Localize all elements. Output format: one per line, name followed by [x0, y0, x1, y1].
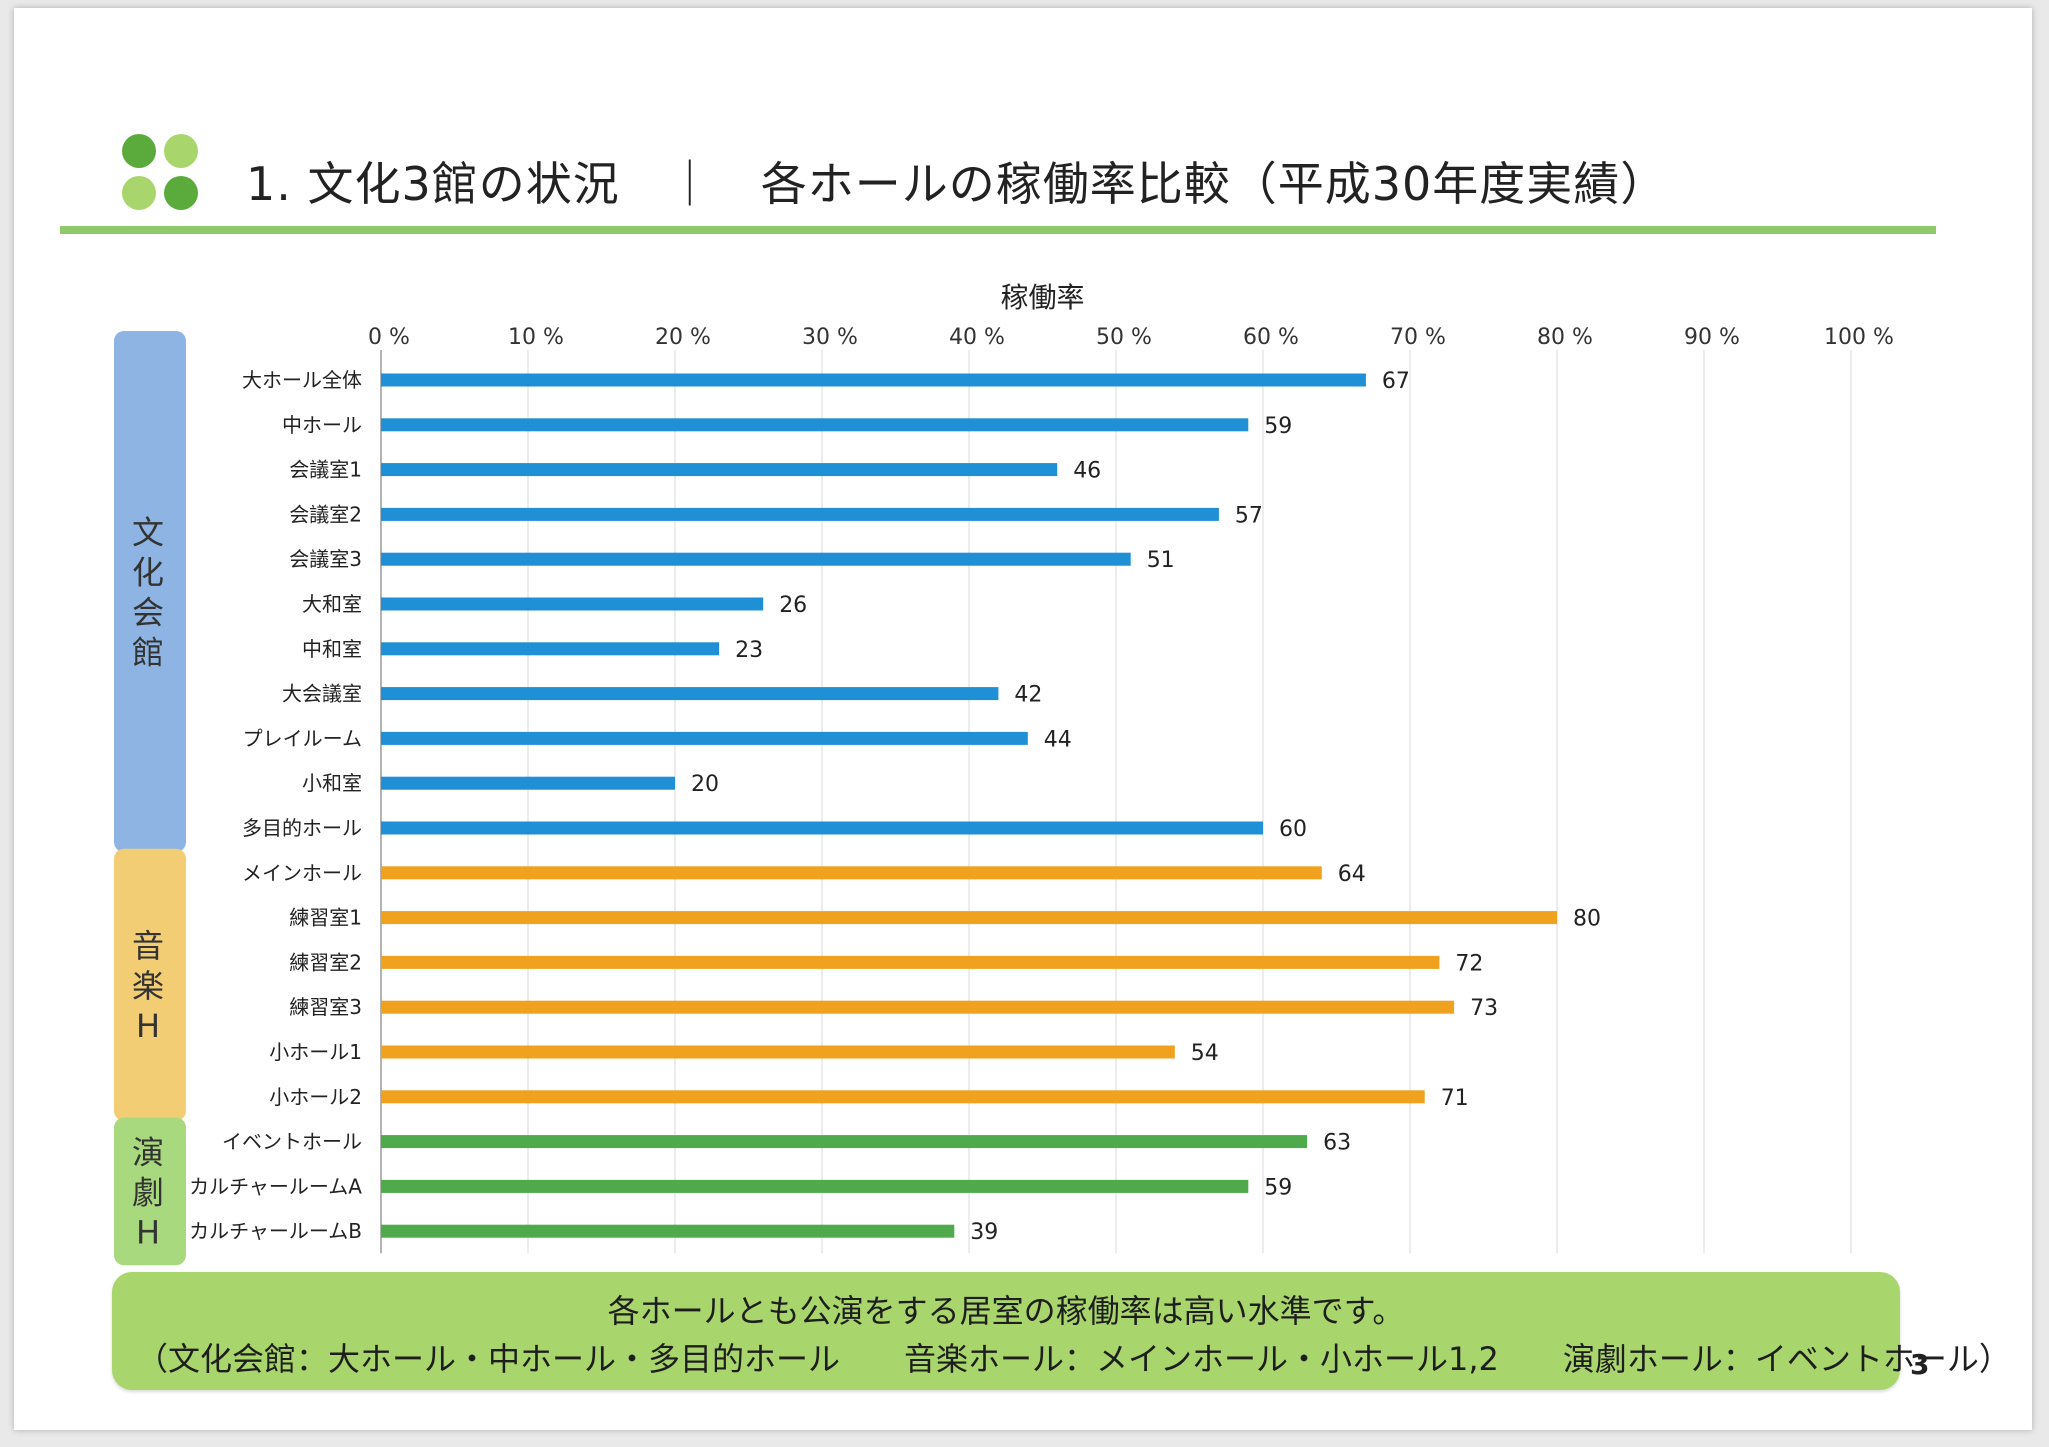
- group-label: 音楽 H: [132, 927, 168, 1045]
- category-label: 練習室2: [289, 950, 362, 974]
- group-band: [114, 331, 186, 852]
- bar: [381, 776, 675, 790]
- value-label: 63: [1323, 1131, 1351, 1156]
- value-label: 80: [1573, 907, 1601, 932]
- bar: [381, 1000, 1455, 1014]
- category-label: 小ホール2: [269, 1085, 362, 1109]
- title-divider: [60, 226, 1936, 234]
- bar: [381, 373, 1366, 387]
- bar: [381, 1045, 1175, 1059]
- value-label: 67: [1382, 369, 1410, 394]
- category-label: イベントホール: [222, 1130, 362, 1154]
- bar: [381, 597, 764, 611]
- category-label: カルチャールームB: [189, 1219, 362, 1243]
- value-label: 46: [1073, 459, 1101, 484]
- bar: [381, 552, 1131, 566]
- x-tick-label: 100 %: [1824, 325, 1894, 350]
- bar: [381, 642, 720, 656]
- category-label: 多目的ホール: [242, 816, 362, 840]
- summary-box: 各ホールとも公演をする居室の稼働率は高い水準です。 （文化会館：大ホール・中ホー…: [112, 1272, 2011, 1390]
- x-tick-label: 0 %: [368, 325, 410, 350]
- value-label: 60: [1279, 817, 1307, 842]
- four-dots-logo-icon: [122, 134, 200, 212]
- category-label: メインホール: [242, 861, 362, 885]
- value-label: 64: [1338, 862, 1366, 887]
- bar: [381, 866, 1322, 880]
- group-band: [114, 1117, 186, 1266]
- value-label: 59: [1264, 414, 1292, 439]
- slide-page: 1. 文化3館の状況 ｜ 各ホールの稼働率比較（平成30年度実績） 各ホールとも…: [14, 8, 2032, 1430]
- value-label: 73: [1470, 996, 1498, 1021]
- category-label: 中和室: [302, 637, 362, 661]
- value-label: 20: [691, 772, 719, 797]
- category-label: 中ホール: [282, 413, 362, 437]
- page-number: 3: [1910, 1348, 1930, 1381]
- category-label: 大和室: [302, 592, 362, 616]
- x-tick-label: 70 %: [1390, 325, 1446, 350]
- x-tick-label: 10 %: [508, 325, 564, 350]
- bar: [381, 1135, 1308, 1149]
- bar: [381, 1090, 1425, 1104]
- category-label: 小和室: [302, 771, 362, 795]
- x-tick-label: 80 %: [1537, 325, 1593, 350]
- value-label: 59: [1264, 1175, 1292, 1200]
- summary-line-2: （文化会館：大ホール・中ホール・多目的ホール 音楽ホール：メインホール・小ホール…: [136, 1340, 2011, 1378]
- category-label: プレイルーム: [243, 726, 362, 750]
- category-label: 大会議室: [282, 682, 362, 706]
- x-tick-label: 60 %: [1243, 325, 1299, 350]
- bar: [381, 1224, 955, 1238]
- summary-line-1: 各ホールとも公演をする居室の稼働率は高い水準です。: [607, 1292, 1405, 1330]
- value-label: 71: [1441, 1086, 1469, 1111]
- category-label: 会議室2: [289, 502, 362, 526]
- value-label: 39: [970, 1220, 998, 1245]
- category-label: 大ホール全体: [242, 368, 362, 392]
- category-label: カルチャールームA: [189, 1174, 362, 1198]
- page-title: 1. 文化3館の状況 ｜ 各ホールの稼働率比較（平成30年度実績）: [246, 157, 1668, 211]
- category-label: 会議室3: [289, 547, 362, 571]
- axis-title: 稼働率: [1000, 281, 1084, 314]
- bar: [381, 507, 1219, 521]
- group-label: 文化会館: [132, 514, 168, 672]
- category-label: 練習室3: [289, 995, 362, 1019]
- value-label: 26: [779, 593, 807, 618]
- bar: [381, 955, 1440, 969]
- group-band: [114, 848, 186, 1121]
- value-label: 54: [1191, 1041, 1219, 1066]
- value-label: 72: [1455, 951, 1483, 976]
- value-label: 51: [1147, 548, 1175, 573]
- value-label: 57: [1235, 503, 1263, 528]
- bar: [381, 463, 1058, 477]
- bar: [381, 687, 999, 701]
- category-label: 練習室1: [289, 906, 362, 930]
- value-label: 44: [1044, 727, 1072, 752]
- x-tick-label: 50 %: [1096, 325, 1152, 350]
- x-tick-label: 90 %: [1684, 325, 1740, 350]
- x-tick-label: 30 %: [802, 325, 858, 350]
- bar: [381, 731, 1028, 745]
- x-tick-label: 40 %: [949, 325, 1005, 350]
- value-label: 42: [1014, 683, 1042, 708]
- bar: [381, 821, 1263, 835]
- group-label: 演劇 H: [132, 1133, 168, 1251]
- value-label: 23: [735, 638, 763, 663]
- bar: [381, 418, 1249, 432]
- x-tick-label: 20 %: [655, 325, 711, 350]
- bar: [381, 1179, 1249, 1193]
- category-label: 小ホール1: [269, 1040, 362, 1064]
- category-label: 会議室1: [289, 458, 362, 482]
- bar: [381, 911, 1557, 925]
